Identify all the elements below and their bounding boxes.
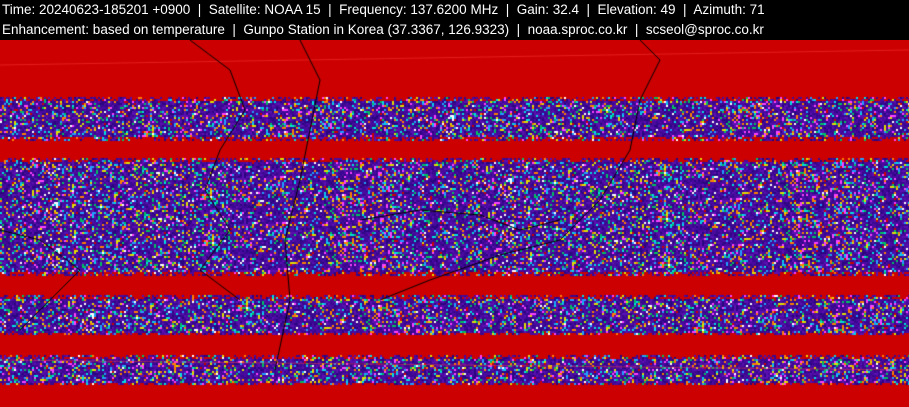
- pass-info-line-1: Time: 20240623-185201 +0900 | Satellite:…: [2, 2, 765, 17]
- pass-info-header: Time: 20240623-185201 +0900 | Satellite:…: [0, 0, 909, 40]
- satellite-image: [0, 40, 909, 407]
- pass-info-line-2: Enhancement: based on temperature | Gunp…: [2, 22, 764, 37]
